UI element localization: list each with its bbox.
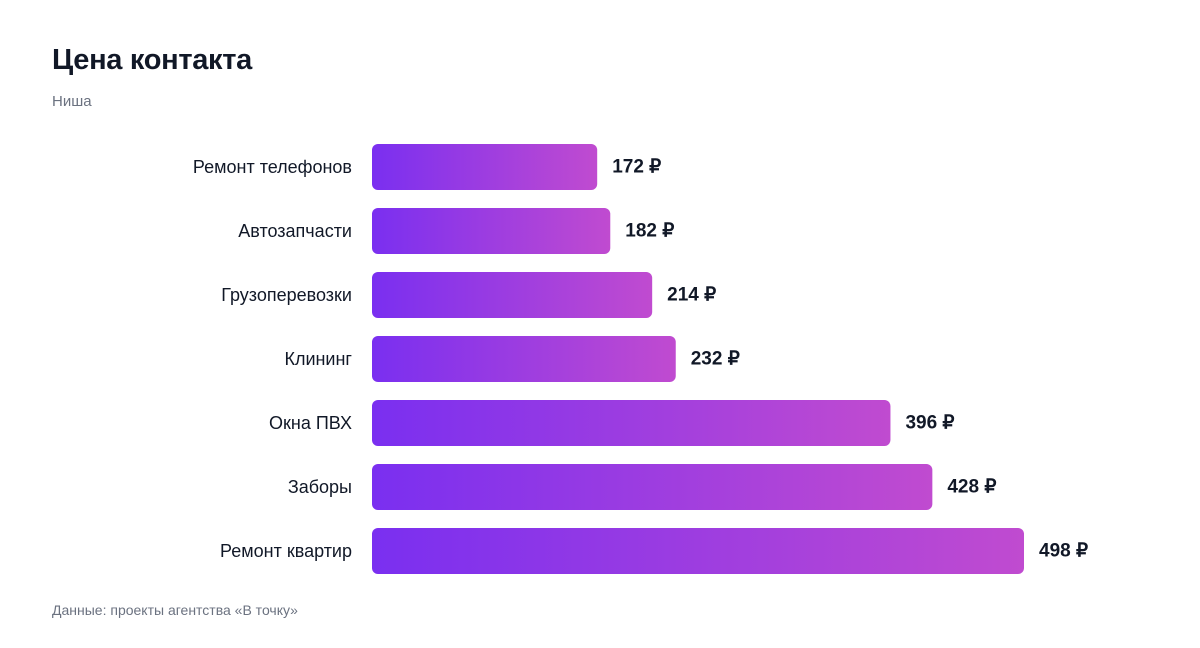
- category-label: Окна ПВХ: [269, 413, 352, 433]
- bar: [372, 400, 891, 446]
- category-label: Заборы: [288, 477, 352, 497]
- bar: [372, 208, 611, 254]
- bars-layer: Ремонт телефонов 172 ₽ Автозапчасти 182 ₽ Гр…: [193, 144, 1088, 574]
- value-label: 428 ₽: [947, 477, 996, 498]
- category-label: Клининг: [284, 349, 352, 369]
- value-label: 182 ₽: [625, 221, 674, 242]
- value-label: 498 ₽: [1039, 541, 1088, 562]
- category-label: Автозапчасти: [238, 221, 352, 241]
- bar: [372, 528, 1024, 574]
- bar: [372, 272, 653, 318]
- category-label: Ремонт квартир: [220, 541, 352, 561]
- category-label: Ремонт телефонов: [193, 157, 352, 177]
- category-label: Грузоперевозки: [221, 285, 352, 305]
- value-label: 172 ₽: [612, 157, 661, 178]
- bar: [372, 144, 598, 190]
- value-label: 396 ₽: [905, 413, 954, 434]
- value-label: 232 ₽: [691, 349, 740, 370]
- chart-subtitle: Ниша: [52, 93, 92, 110]
- bar: [372, 464, 933, 510]
- chart-title: Цена контакта: [52, 44, 253, 76]
- value-label: 214 ₽: [667, 285, 716, 306]
- data-source-note: Данные: проекты агентства «В точку»: [52, 602, 298, 618]
- bar: [372, 336, 676, 382]
